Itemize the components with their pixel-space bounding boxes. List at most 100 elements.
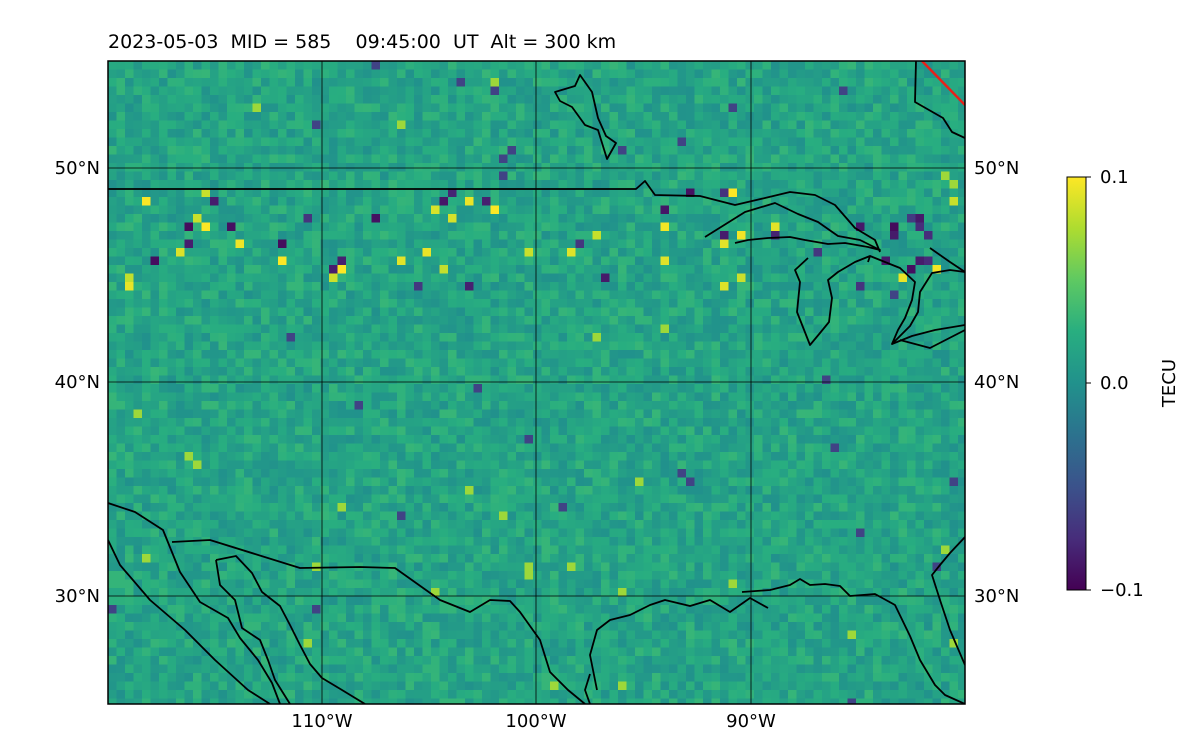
tec-cell [567,265,576,274]
tec-cell [635,112,644,121]
tec-cell [133,120,143,130]
tec-cell [941,197,950,206]
tec-cell [796,392,806,402]
tec-cell [626,384,636,393]
tec-cell [635,180,644,189]
tec-cell [524,316,534,325]
tec-cell [737,299,746,308]
tec-cell [567,452,576,461]
tec-cell [856,452,865,461]
tec-cell [533,171,542,181]
tec-cell [805,341,814,351]
tec-cell [150,146,160,155]
tec-cell [541,290,551,300]
tec-cell [499,231,508,240]
tec-cell [660,384,670,393]
tec-cell [201,469,211,478]
tec-cell [609,188,619,198]
tec-cell [414,265,423,274]
tec-cell [533,86,542,96]
tec-cell [482,171,491,181]
tec-cell [652,460,661,470]
tec-cell [329,392,338,402]
tec-cell [193,205,202,215]
tec-cell [788,86,797,96]
tec-cell [125,103,134,113]
tec-cell [958,375,965,385]
tec-cell [295,324,304,334]
tec-cell [958,103,965,113]
tec-cell [235,112,245,121]
tec-cell [210,188,219,198]
tec-cell [346,61,355,70]
tec-cell [558,214,568,223]
tec-cell [159,443,168,453]
tec-cell [371,137,381,147]
tec-cell [312,384,321,393]
tec-cell [473,205,483,215]
tec-cell [541,239,551,249]
tec-cell [601,205,610,215]
tec-cell [218,137,228,147]
tec-cell [397,163,406,172]
tec-cell [754,69,763,79]
tec-cell [244,392,253,402]
tec-cell [499,146,508,155]
tec-cell [473,333,483,342]
tec-cell [601,265,610,274]
tec-cell [609,222,619,232]
tec-cell [363,214,372,223]
tec-cell [261,341,270,351]
tec-cell [456,324,466,334]
tec-cell [728,307,738,317]
tec-cell [677,95,687,104]
tec-cell [227,78,236,87]
tec-cell [354,290,364,300]
tec-cell [558,426,568,436]
tec-cell [176,137,185,147]
tec-cell [354,435,364,444]
tec-cell [575,61,585,70]
tec-cell [788,418,797,427]
tec-cell [150,384,160,393]
tec-cell [414,367,423,376]
tec-cell [796,86,806,96]
tec-cell [499,316,508,325]
tec-cell [822,324,831,334]
tec-cell [286,265,296,274]
tec-cell [541,307,551,317]
tec-cell [397,188,406,198]
tec-cell [771,401,780,410]
tec-cell [286,307,296,317]
tec-cell [558,222,568,232]
tec-cell [439,256,449,266]
tec-cell [584,418,593,427]
tec-cell [312,95,321,104]
tec-cell [575,367,585,376]
tec-cell [380,205,389,215]
tec-cell [788,358,797,368]
tec-cell [592,205,602,215]
tec-cell [210,401,219,410]
tec-cell [320,112,330,121]
tec-cell [779,154,789,164]
tec-cell [371,163,381,172]
tec-cell [388,401,398,410]
tec-cell [601,401,610,410]
tec-cell [414,375,423,385]
tec-cell [941,231,950,240]
tec-cell [261,367,270,376]
tec-cell [252,86,262,96]
tec-cell [898,324,908,334]
tec-cell [626,197,636,206]
tec-cell [694,435,704,444]
tec-cell [567,460,576,470]
tec-cell [337,120,347,130]
tec-cell [762,265,772,274]
tec-cell [303,137,313,147]
tec-cell [813,469,823,478]
tec-cell [907,341,916,351]
tec-cell [635,86,644,96]
tec-cell [490,112,500,121]
tec-cell [159,180,168,189]
